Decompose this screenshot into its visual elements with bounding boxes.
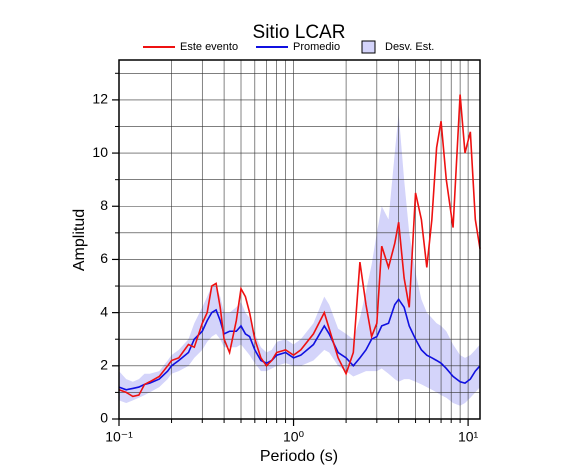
legend: Este evento Promedio Desv. Est. (143, 40, 434, 54)
legend-label: Promedio (293, 41, 340, 53)
legend-label: Desv. Est. (385, 41, 434, 53)
plot-frame (118, 59, 481, 420)
y-tick-label: 8 (100, 197, 108, 213)
x-axis-label: Periodo (s) (260, 448, 338, 465)
x-tick-label: 10¹ (458, 429, 479, 445)
y-tick-label: 6 (100, 250, 108, 266)
x-tick-label: 10⁰ (283, 429, 305, 445)
series-line (118, 297, 481, 391)
y-tick-label: 4 (100, 303, 108, 319)
y-tick-label: 12 (92, 91, 108, 107)
series-line (118, 94, 481, 398)
y-axis-label: Amplitud (71, 209, 88, 271)
plot-area (118, 60, 481, 420)
legend-swatch (361, 40, 376, 54)
legend-label: Este evento (180, 41, 238, 53)
y-tick-label: 2 (100, 357, 108, 373)
y-tick-label: 10 (92, 144, 108, 160)
chart-title: Sitio LCAR (253, 22, 346, 43)
std-band (119, 113, 480, 406)
x-tick-label: 10⁻¹ (105, 429, 133, 445)
y-tick-label: 0 (100, 410, 108, 426)
